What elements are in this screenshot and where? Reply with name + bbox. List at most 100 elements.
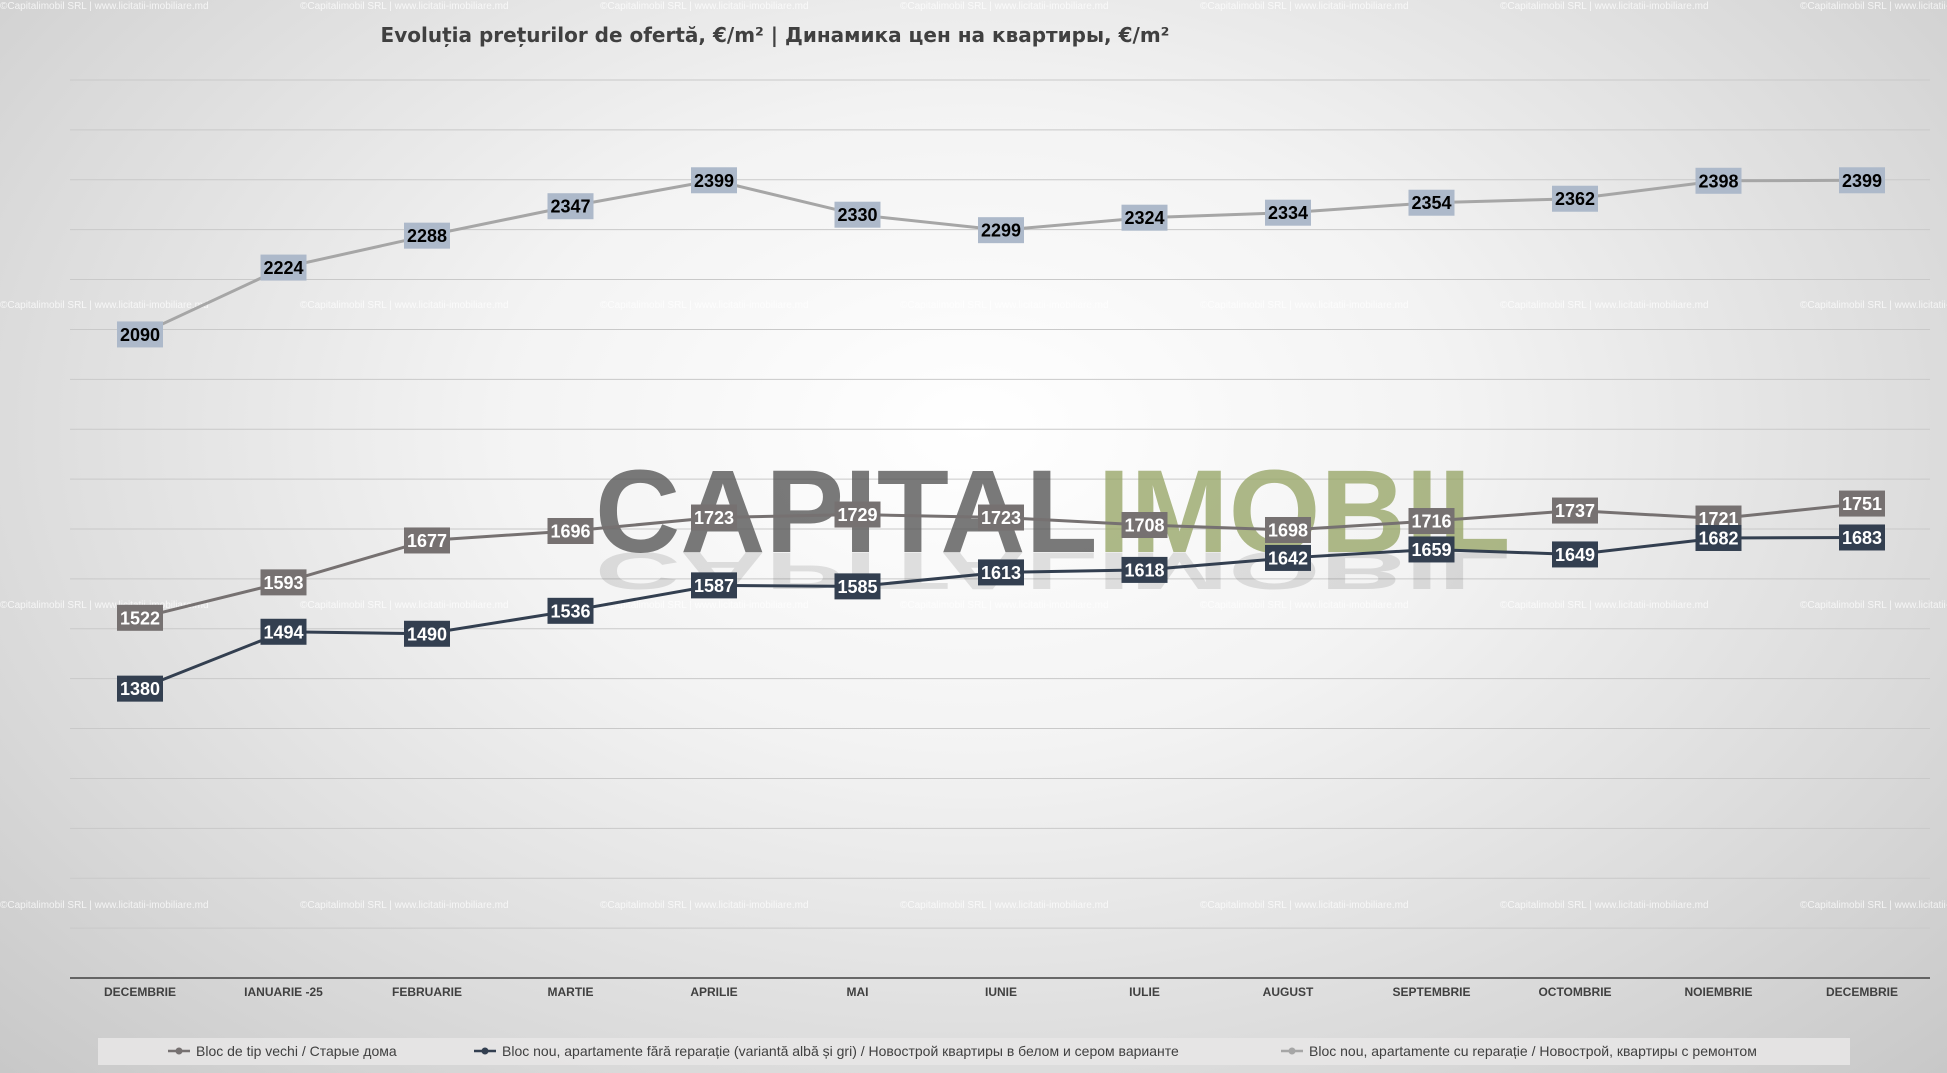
gridlines xyxy=(70,79,1930,929)
data-label: 1490 xyxy=(404,620,450,647)
data-label-box xyxy=(404,222,450,249)
watermark-credit: ©Capitalimobil SRL | www.licitatii-imobi… xyxy=(0,600,209,611)
data-label-box xyxy=(1121,512,1168,539)
data-label-box xyxy=(1552,497,1598,524)
data-label: 2399 xyxy=(691,167,737,194)
data-label-value: 2362 xyxy=(1555,189,1595,209)
data-label-box xyxy=(1265,544,1311,571)
legend-label: Bloc nou, apartamente cu reparație / Нов… xyxy=(1309,1043,1757,1059)
data-label: 1613 xyxy=(978,559,1024,586)
data-label: 1536 xyxy=(547,597,594,624)
x-tick-label: IANUARIE -25 xyxy=(244,985,323,999)
x-tick-label: OCTOMBRIE xyxy=(1538,985,1611,999)
data-label: 2324 xyxy=(1121,204,1168,231)
x-tick-label: APRILIE xyxy=(690,985,737,999)
data-label-value: 2354 xyxy=(1411,193,1451,213)
watermark-credit: ©Capitalimobil SRL | www.licitatii-imobi… xyxy=(1200,1,1409,12)
data-label: 1642 xyxy=(1265,544,1311,571)
data-label-box xyxy=(978,559,1024,586)
data-label: 1723 xyxy=(691,504,737,531)
data-label: 1649 xyxy=(1552,541,1598,568)
watermark-credit: ©Capitalimobil SRL | www.licitatii-imobi… xyxy=(0,300,209,311)
watermark-credit: ©Capitalimobil SRL | www.licitatii-imobi… xyxy=(0,1,209,12)
data-label-value: 2398 xyxy=(1698,171,1738,191)
data-label: 2090 xyxy=(117,321,163,348)
data-label-box xyxy=(834,201,881,228)
series-line-2 xyxy=(139,178,1863,336)
watermark-credit: ©Capitalimobil SRL | www.licitatii-imobi… xyxy=(1800,300,1947,311)
data-label-box xyxy=(834,573,881,600)
watermark-credit: ©Capitalimobil SRL | www.licitatii-imobi… xyxy=(900,600,1109,611)
x-tick-label: IULIE xyxy=(1129,985,1160,999)
data-label: 1585 xyxy=(834,573,881,600)
data-label-value: 1721 xyxy=(1698,509,1738,529)
data-label-box xyxy=(1552,541,1598,568)
watermark-credit: ©Capitalimobil SRL | www.licitatii-imobi… xyxy=(1200,600,1409,611)
data-label-box xyxy=(1265,199,1311,226)
data-label-value: 1683 xyxy=(1842,528,1882,548)
data-label: 1380 xyxy=(117,675,163,702)
watermark-credit: ©Capitalimobil SRL | www.licitatii-imobi… xyxy=(300,1,509,12)
data-label-value: 2399 xyxy=(1842,171,1882,191)
x-tick-label: MAI xyxy=(847,985,869,999)
x-tick-label: MARTIE xyxy=(548,985,594,999)
watermark-credit: ©Capitalimobil SRL | www.licitatii-imobi… xyxy=(900,300,1109,311)
watermark-credit: ©Capitalimobil SRL | www.licitatii-imobi… xyxy=(600,600,809,611)
data-label: 2399 xyxy=(1839,167,1885,194)
data-label: 2299 xyxy=(978,217,1024,244)
data-label-box xyxy=(1408,189,1455,216)
data-label: 1683 xyxy=(1839,524,1885,551)
data-label-value: 2090 xyxy=(120,325,160,345)
data-label-box xyxy=(117,675,163,702)
x-tick-label: NOIEMBRIE xyxy=(1684,985,1752,999)
data-label-box xyxy=(1552,185,1598,212)
data-label: 2224 xyxy=(260,254,307,281)
data-label-value: 2224 xyxy=(263,258,303,278)
watermark-credit: ©Capitalimobil SRL | www.licitatii-imobi… xyxy=(600,1,809,12)
legend-marker-icon xyxy=(481,1047,489,1055)
watermark-credits: ©Capitalimobil SRL | www.licitatii-imobi… xyxy=(0,1,1947,911)
data-label: 1708 xyxy=(1121,512,1168,539)
data-label: 1593 xyxy=(260,569,307,596)
data-label-box xyxy=(260,569,307,596)
data-label: 1716 xyxy=(1408,508,1455,535)
watermark-credit: ©Capitalimobil SRL | www.licitatii-imobi… xyxy=(1500,900,1709,911)
data-label-value: 1698 xyxy=(1268,520,1308,540)
data-label-box xyxy=(1408,536,1455,563)
x-tick-label: DECEMBRIE xyxy=(1826,985,1898,999)
data-label-value: 2330 xyxy=(837,205,877,225)
data-labels: 1522 1593 1677 1696 1723 1729 1723 1708 1698 1716… xyxy=(117,167,1885,702)
data-label: 1682 xyxy=(1695,524,1742,551)
data-label-box xyxy=(1695,167,1742,194)
legend-label: Bloc de tip vechi / Старые дома xyxy=(196,1043,397,1059)
data-label-box xyxy=(547,517,594,544)
x-tick-label: DECEMBRIE xyxy=(104,985,176,999)
watermark-credit: ©Capitalimobil SRL | www.licitatii-imobi… xyxy=(1500,600,1709,611)
legend-box xyxy=(98,1038,1850,1065)
data-label-value: 1587 xyxy=(694,576,734,596)
data-label-box xyxy=(1265,516,1311,543)
data-label-box xyxy=(404,620,450,647)
legend-marker-icon xyxy=(175,1047,183,1055)
data-label-value: 1380 xyxy=(120,679,160,699)
legend-item: Bloc nou, apartamente cu reparație / Нов… xyxy=(1281,1043,1757,1059)
data-label: 1677 xyxy=(404,527,450,554)
data-label-value: 1642 xyxy=(1268,548,1308,568)
data-label-value: 2399 xyxy=(694,171,734,191)
data-label: 1587 xyxy=(691,572,737,599)
data-label-box xyxy=(1695,524,1742,551)
data-label-box xyxy=(260,618,307,645)
watermark-credit: ©Capitalimobil SRL | www.licitatii-imobi… xyxy=(900,900,1109,911)
data-label: 1729 xyxy=(834,501,881,528)
data-label-value: 1490 xyxy=(407,624,447,644)
legend-item: Bloc de tip vechi / Старые дома xyxy=(168,1043,397,1059)
legend-marker-icon xyxy=(1288,1047,1296,1055)
data-label-value: 1585 xyxy=(837,577,877,597)
series-lines xyxy=(139,178,1863,691)
data-label-value: 1522 xyxy=(120,608,160,628)
data-label: 1737 xyxy=(1552,497,1598,524)
data-label-value: 1613 xyxy=(981,563,1021,583)
data-label-value: 1659 xyxy=(1411,540,1451,560)
watermark-credit: ©Capitalimobil SRL | www.licitatii-imobi… xyxy=(600,300,809,311)
